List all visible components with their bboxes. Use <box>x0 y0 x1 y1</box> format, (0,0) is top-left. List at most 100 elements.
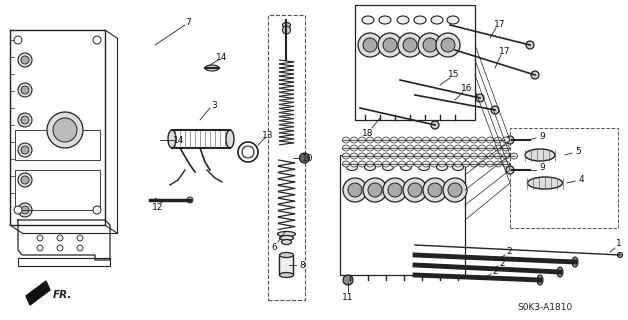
Ellipse shape <box>447 137 453 143</box>
Ellipse shape <box>479 145 485 151</box>
Ellipse shape <box>279 273 293 277</box>
Ellipse shape <box>362 16 374 24</box>
Ellipse shape <box>502 153 509 159</box>
Circle shape <box>506 136 514 144</box>
Ellipse shape <box>470 145 477 151</box>
Ellipse shape <box>168 130 176 148</box>
Ellipse shape <box>470 161 477 167</box>
Bar <box>15 170 100 210</box>
Ellipse shape <box>401 164 411 171</box>
Ellipse shape <box>374 145 381 151</box>
Ellipse shape <box>414 16 426 24</box>
Ellipse shape <box>487 145 494 151</box>
Ellipse shape <box>359 153 365 159</box>
Text: 14: 14 <box>173 135 185 145</box>
Circle shape <box>348 183 362 197</box>
Ellipse shape <box>431 161 438 167</box>
Bar <box>268 15 305 300</box>
Circle shape <box>93 36 101 44</box>
Circle shape <box>18 173 32 187</box>
Text: 9: 9 <box>539 163 545 172</box>
Circle shape <box>47 112 83 148</box>
Text: 5: 5 <box>575 147 581 156</box>
Ellipse shape <box>359 145 365 151</box>
Text: 11: 11 <box>342 293 354 302</box>
Circle shape <box>441 38 455 52</box>
Ellipse shape <box>462 137 470 143</box>
Text: 15: 15 <box>448 69 460 78</box>
Ellipse shape <box>438 161 445 167</box>
Circle shape <box>93 206 101 214</box>
Text: 10: 10 <box>302 154 314 163</box>
Ellipse shape <box>494 161 502 167</box>
Ellipse shape <box>455 153 462 159</box>
Ellipse shape <box>455 161 462 167</box>
Ellipse shape <box>406 161 413 167</box>
Ellipse shape <box>406 153 413 159</box>
Ellipse shape <box>431 16 443 24</box>
Text: 18: 18 <box>362 129 374 138</box>
Text: 2: 2 <box>506 247 512 257</box>
Ellipse shape <box>414 161 421 167</box>
Text: 7: 7 <box>185 18 191 27</box>
Ellipse shape <box>367 145 374 151</box>
Circle shape <box>18 143 32 157</box>
Ellipse shape <box>447 161 453 167</box>
Ellipse shape <box>406 145 413 151</box>
Ellipse shape <box>431 137 438 143</box>
Text: 6: 6 <box>271 244 277 252</box>
Ellipse shape <box>423 153 430 159</box>
Ellipse shape <box>406 137 413 143</box>
Ellipse shape <box>226 130 234 148</box>
Ellipse shape <box>453 164 463 171</box>
Circle shape <box>18 83 32 97</box>
Circle shape <box>383 38 397 52</box>
Circle shape <box>363 38 377 52</box>
Circle shape <box>363 178 387 202</box>
Circle shape <box>21 146 29 154</box>
Ellipse shape <box>511 153 517 159</box>
Ellipse shape <box>391 145 398 151</box>
Ellipse shape <box>359 161 365 167</box>
Ellipse shape <box>399 161 406 167</box>
Circle shape <box>21 86 29 94</box>
Text: FR.: FR. <box>52 290 72 300</box>
Ellipse shape <box>374 161 381 167</box>
Circle shape <box>57 245 63 251</box>
Ellipse shape <box>572 257 578 267</box>
Circle shape <box>506 166 514 174</box>
Ellipse shape <box>438 137 445 143</box>
Text: 3: 3 <box>211 100 217 109</box>
Ellipse shape <box>391 137 398 143</box>
Circle shape <box>21 56 29 64</box>
Ellipse shape <box>414 145 421 151</box>
Ellipse shape <box>350 145 357 151</box>
Circle shape <box>531 71 539 79</box>
Bar <box>18 258 110 266</box>
Circle shape <box>431 121 439 129</box>
Ellipse shape <box>382 164 394 171</box>
Circle shape <box>368 183 382 197</box>
Ellipse shape <box>342 161 350 167</box>
Ellipse shape <box>462 161 470 167</box>
Ellipse shape <box>350 161 357 167</box>
Circle shape <box>14 206 22 214</box>
Text: 16: 16 <box>461 84 473 92</box>
Circle shape <box>37 245 43 251</box>
Ellipse shape <box>462 153 470 159</box>
Ellipse shape <box>367 161 374 167</box>
Ellipse shape <box>391 161 398 167</box>
Ellipse shape <box>350 153 357 159</box>
Circle shape <box>343 178 367 202</box>
Ellipse shape <box>414 137 421 143</box>
Circle shape <box>18 113 32 127</box>
Circle shape <box>617 252 622 258</box>
Text: S0K3-A1810: S0K3-A1810 <box>517 303 573 313</box>
Circle shape <box>57 235 63 241</box>
Ellipse shape <box>494 137 502 143</box>
Ellipse shape <box>342 153 350 159</box>
Circle shape <box>21 206 29 214</box>
Ellipse shape <box>537 275 543 285</box>
Circle shape <box>423 38 437 52</box>
Ellipse shape <box>350 137 357 143</box>
